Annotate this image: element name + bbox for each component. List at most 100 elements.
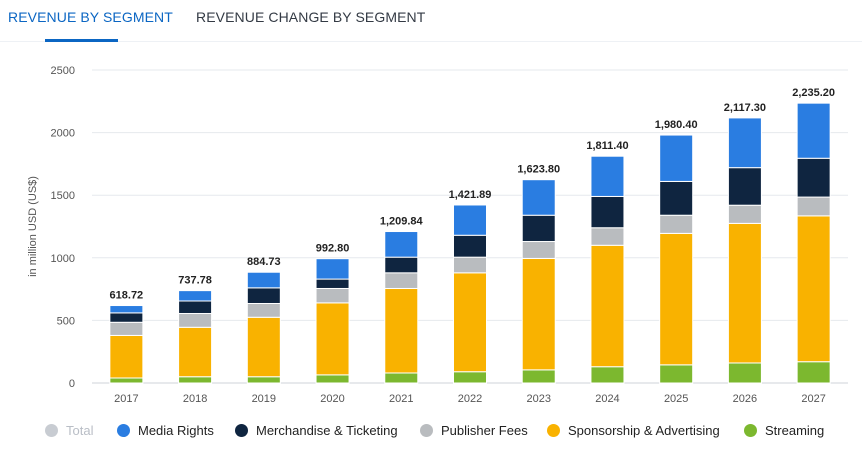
legend-swatch-media-rights xyxy=(117,424,130,437)
bar-segment xyxy=(384,256,419,274)
legend-item-sponsorship-advertising[interactable]: Sponsorship & Advertising xyxy=(547,423,720,438)
legend-item-merchandise-ticketing[interactable]: Merchandise & Ticketing xyxy=(235,423,398,438)
bar-segment xyxy=(796,157,831,198)
bar-segment xyxy=(178,326,213,378)
chart-legend: Total Media Rights Merchandise & Ticketi… xyxy=(0,419,862,443)
y-tick-label: 2000 xyxy=(51,128,75,140)
total-label: 1,421.89 xyxy=(449,189,492,201)
x-tick-label: 2023 xyxy=(526,393,550,405)
legend-label-media-rights: Media Rights xyxy=(138,423,214,438)
bar-segment xyxy=(453,234,487,258)
y-tick-label: 1500 xyxy=(51,190,75,202)
total-label: 737.78 xyxy=(178,275,212,287)
bar-segment xyxy=(590,244,625,368)
total-label: 1,623.80 xyxy=(517,164,560,176)
x-tick-label: 2019 xyxy=(252,393,276,405)
x-tick-label: 2025 xyxy=(664,393,688,405)
bar-segment xyxy=(796,196,831,217)
stacked-bar-chart: 0 500 1000 1500 2000 2500 in million USD (US$)… xyxy=(27,65,848,405)
legend-label-total: Total xyxy=(66,423,94,438)
total-label: 1,209.84 xyxy=(380,216,424,228)
bar-segment xyxy=(178,290,213,302)
bar-segment xyxy=(384,287,419,374)
x-tick-label: 2024 xyxy=(595,393,619,405)
legend-label-publisher-fees: Publisher Fees xyxy=(441,423,528,438)
legend-item-media-rights[interactable]: Media Rights xyxy=(117,423,214,438)
bar-segment xyxy=(246,287,281,304)
x-tick-label: 2017 xyxy=(114,393,138,405)
bar-segment xyxy=(590,155,625,197)
bar-segment xyxy=(109,321,144,336)
x-tick-label: 2027 xyxy=(801,393,825,405)
bar-segment xyxy=(109,334,144,379)
y-tick-label: 0 xyxy=(69,378,75,390)
bar-segment xyxy=(659,180,694,216)
total-label: 2,117.30 xyxy=(724,102,766,114)
bar-segment xyxy=(659,134,694,182)
bar-segment xyxy=(315,258,350,280)
bar-segment xyxy=(727,362,762,384)
bar-segment xyxy=(178,313,213,328)
legend-swatch-sponsorship-advertising xyxy=(547,424,560,437)
bar-segment xyxy=(315,278,350,289)
x-tick-label: 2021 xyxy=(389,393,413,405)
bar-segment xyxy=(453,256,487,274)
bar-segment xyxy=(727,222,762,364)
bar-segment xyxy=(659,232,694,366)
bar-segment xyxy=(453,371,487,384)
active-tab-indicator xyxy=(45,39,118,42)
bar-segment xyxy=(109,312,144,323)
bar-segment xyxy=(384,372,419,384)
bar-segment xyxy=(727,167,762,206)
bar-segment xyxy=(109,377,144,384)
bar-segment xyxy=(315,302,350,376)
bar-segment xyxy=(521,214,556,243)
tab-revenue-by-segment[interactable]: REVENUE BY SEGMENT xyxy=(8,9,173,25)
bar-segment xyxy=(521,369,556,384)
x-tick-label: 2026 xyxy=(733,393,757,405)
bar-segment xyxy=(796,215,831,363)
bar-segment xyxy=(521,241,556,259)
x-tick-label: 2020 xyxy=(320,393,344,405)
total-label: 1,811.40 xyxy=(586,140,628,152)
bar-segment xyxy=(246,271,281,289)
tab-bar: REVENUE BY SEGMENT REVENUE CHANGE BY SEG… xyxy=(0,0,862,42)
legend-label-streaming: Streaming xyxy=(765,423,825,438)
bar-segment xyxy=(590,227,625,246)
bar-segment xyxy=(590,366,625,384)
legend-label-merchandise-ticketing: Merchandise & Ticketing xyxy=(256,423,398,438)
bar-segment xyxy=(659,214,694,234)
bar-segment xyxy=(453,272,487,373)
bar-segment xyxy=(315,374,350,384)
bar-segment xyxy=(315,287,350,304)
bar-segment xyxy=(178,300,213,315)
bar-segment xyxy=(384,272,419,289)
y-axis-label: in million USD (US$) xyxy=(27,176,39,277)
bar-segment xyxy=(246,376,281,384)
legend-swatch-streaming xyxy=(744,424,757,437)
bar-segment xyxy=(178,376,213,384)
total-label: 1,980.40 xyxy=(655,119,698,131)
bar-segment xyxy=(246,316,281,378)
bar-segment xyxy=(521,179,556,216)
x-tick-label: 2022 xyxy=(458,393,482,405)
x-tick-label: 2018 xyxy=(183,393,207,405)
legend-item-streaming[interactable]: Streaming xyxy=(744,423,824,438)
total-label: 884.73 xyxy=(247,256,281,268)
bar-segment xyxy=(796,361,831,384)
total-label: 992.80 xyxy=(316,243,350,255)
bar-segment xyxy=(246,302,281,318)
bar-segment xyxy=(659,364,694,384)
bar-segment xyxy=(727,204,762,224)
legend-item-publisher-fees[interactable]: Publisher Fees xyxy=(420,423,528,438)
bar-segment xyxy=(384,231,419,258)
legend-swatch-total xyxy=(45,424,58,437)
y-tick-label: 500 xyxy=(57,315,75,327)
bar-segment xyxy=(727,117,762,169)
y-tick-label: 2500 xyxy=(51,65,75,77)
tab-revenue-change-by-segment[interactable]: REVENUE CHANGE BY SEGMENT xyxy=(196,9,426,25)
total-label: 2,235.20 xyxy=(792,87,835,99)
bar-segment xyxy=(109,305,144,314)
bar-segment xyxy=(796,102,831,159)
legend-item-total[interactable]: Total xyxy=(45,423,93,438)
